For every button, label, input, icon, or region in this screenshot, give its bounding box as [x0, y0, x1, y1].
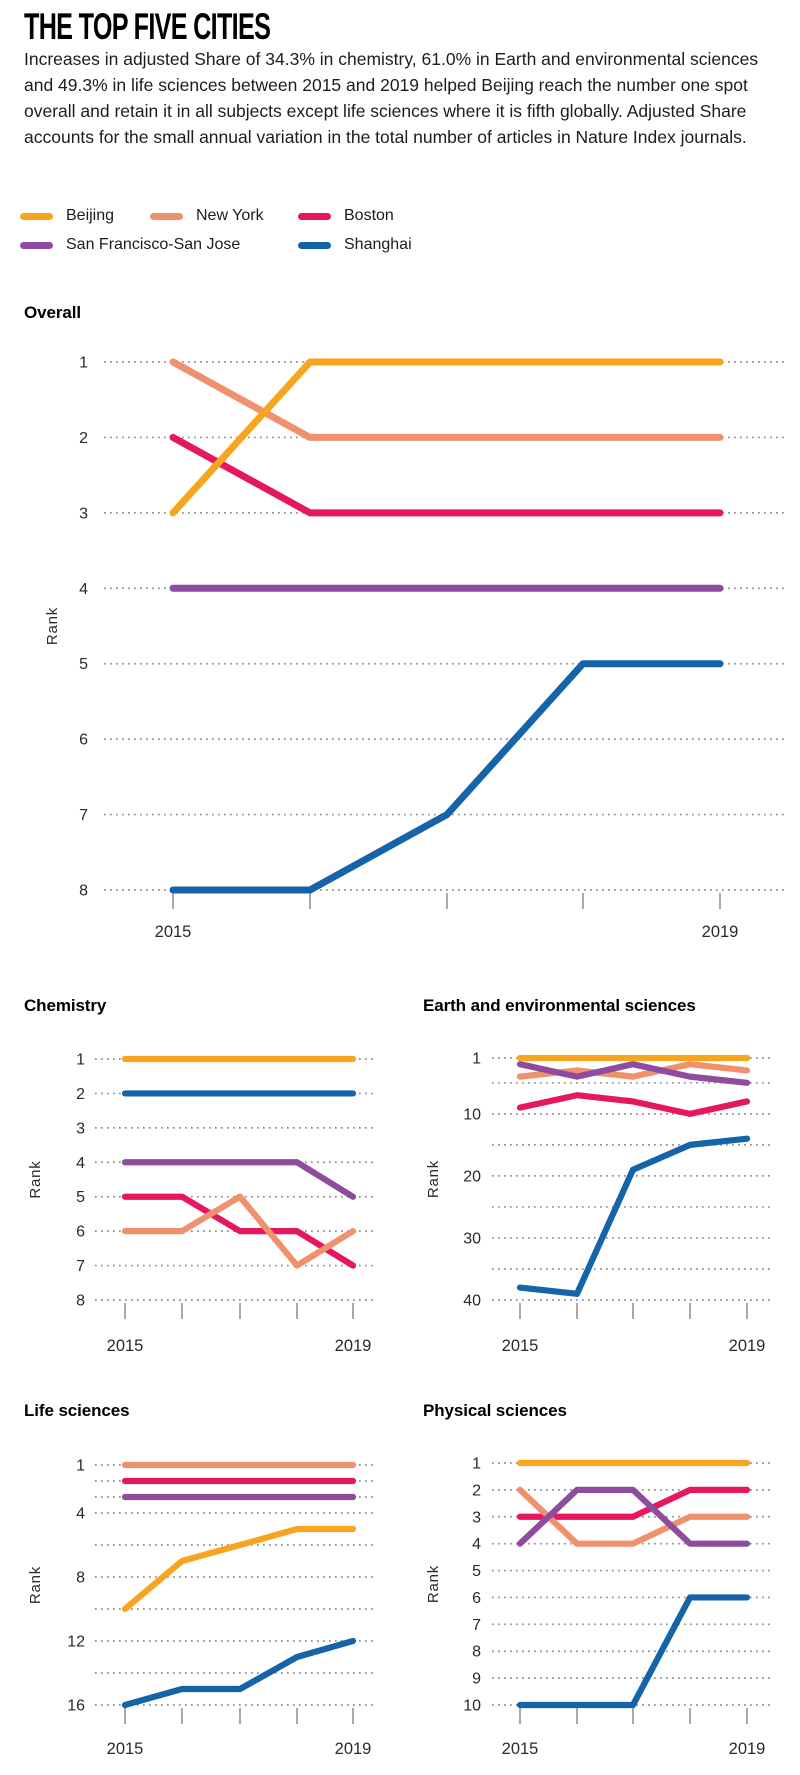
- earth-chart: 1 10 20 30 40 2015 2019 Rank: [425, 1051, 772, 1355]
- series-line-beijing: [169, 358, 724, 517]
- y-tick-label: 40: [463, 1293, 481, 1310]
- chart-title-earth: Earth and environmental sciences: [423, 996, 696, 1015]
- legend-swatch-icon: [20, 241, 53, 249]
- y-axis-label: Rank: [44, 607, 61, 645]
- series-line-boston: [516, 1092, 751, 1117]
- legend-swatch-icon: [298, 241, 331, 249]
- y-tick-label: 2: [79, 430, 88, 447]
- chart-title-overall: Overall: [24, 303, 81, 322]
- legend-label: Shanghai: [344, 236, 412, 253]
- x-tick-label: 2019: [729, 1337, 766, 1355]
- y-tick-label: 30: [463, 1230, 481, 1247]
- y-tick-label: 6: [79, 732, 88, 749]
- y-tick-label: 7: [76, 1258, 85, 1275]
- y-tick-label: 5: [79, 656, 88, 673]
- y-tick-label: 1: [76, 1052, 85, 1069]
- legend-swatch-icon: [298, 212, 331, 220]
- y-axis-label: Rank: [425, 1565, 442, 1603]
- legend-item-beijing: Beijing: [20, 207, 115, 224]
- y-tick-label: 16: [67, 1698, 85, 1715]
- legend-swatch-icon: [150, 212, 183, 220]
- legend-item-san-francisco-san-jose: San Francisco-San Jose: [20, 236, 241, 253]
- legend-item-shanghai: Shanghai: [298, 236, 412, 253]
- y-tick-label: 1: [79, 355, 88, 372]
- y-axis-label: Rank: [27, 1160, 44, 1198]
- y-tick-label: 12: [67, 1634, 85, 1651]
- series-line-beijing: [121, 1525, 357, 1613]
- series-line-shanghai: [121, 1637, 357, 1709]
- physical-chart: 1 2 3 4 5 6 7 8 9 10 2015 2019 Rank: [425, 1456, 772, 1758]
- y-tick-label: 2: [472, 1482, 481, 1499]
- legend-swatch-icon: [20, 212, 53, 220]
- y-tick-label: 1: [472, 1456, 481, 1473]
- y-tick-label: 4: [79, 581, 88, 598]
- x-tick-label: 2015: [107, 1740, 144, 1758]
- series-line-shanghai: [516, 1135, 751, 1297]
- y-tick-label: 4: [76, 1155, 85, 1172]
- y-tick-label: 3: [76, 1120, 85, 1137]
- y-tick-label: 10: [463, 1698, 481, 1715]
- series-line-shanghai: [516, 1594, 751, 1709]
- x-tick-label: 2019: [729, 1740, 766, 1758]
- chart-title-life: Life sciences: [24, 1401, 130, 1420]
- legend-item-boston: Boston: [298, 207, 394, 224]
- series-line-new-york: [121, 1193, 357, 1269]
- y-tick-label: 5: [472, 1563, 481, 1580]
- x-tick-label: 2015: [502, 1740, 539, 1758]
- y-axis-label: Rank: [27, 1566, 44, 1604]
- y-tick-label: 3: [79, 505, 88, 522]
- x-tick-label: 2019: [335, 1337, 372, 1355]
- chart-title-chemistry: Chemistry: [24, 996, 107, 1015]
- series-line-boston: [169, 433, 724, 517]
- y-tick-label: 4: [472, 1536, 481, 1553]
- y-tick-label: 2: [76, 1086, 85, 1103]
- y-tick-label: 9: [472, 1671, 481, 1688]
- legend-item-new-york: New York: [150, 207, 264, 224]
- series-line-new-york: [516, 1486, 751, 1547]
- x-tick-label: 2015: [155, 923, 192, 941]
- x-tick-label: 2019: [335, 1740, 372, 1758]
- x-tick-label: 2019: [702, 923, 739, 941]
- series-line-shanghai: [169, 660, 724, 894]
- y-tick-label: 1: [76, 1458, 85, 1475]
- y-tick-label: 7: [472, 1617, 481, 1634]
- y-tick-label: 8: [76, 1570, 85, 1587]
- legend-label: New York: [196, 207, 264, 224]
- y-tick-label: 4: [76, 1506, 85, 1523]
- y-tick-label: 20: [463, 1168, 481, 1185]
- y-tick-label: 5: [76, 1189, 85, 1206]
- y-tick-label: 1: [472, 1051, 481, 1068]
- overall-chart: 1 2 3 4 5 6 7 8 2015 2019 Rank: [44, 355, 784, 941]
- life-chart: 1 4 8 12 16 2015 2019 Rank: [27, 1458, 375, 1758]
- y-tick-label: 6: [472, 1590, 481, 1607]
- series-line-san-francisco-san-jose: [516, 1486, 751, 1547]
- legend-label: Beijing: [66, 207, 115, 224]
- y-tick-label: 3: [472, 1509, 481, 1526]
- y-axis-label: Rank: [425, 1160, 442, 1198]
- series-line-boston: [516, 1486, 751, 1520]
- series-line-san-francisco-san-jose: [516, 1061, 751, 1086]
- y-tick-label: 10: [463, 1106, 481, 1123]
- series-line-san-francisco-san-jose: [121, 1159, 357, 1200]
- series-line-boston: [121, 1193, 357, 1269]
- y-tick-label: 6: [76, 1224, 85, 1241]
- chemistry-chart: 1 2 3 4 5 6 7 8 2015 2019 Rank: [27, 1052, 375, 1355]
- y-tick-label: 7: [79, 807, 88, 824]
- legend-label: Boston: [344, 207, 394, 224]
- y-tick-label: 8: [472, 1644, 481, 1661]
- legend-label: San Francisco-San Jose: [66, 236, 241, 253]
- page-title: THE TOP FIVE CITIES: [24, 6, 271, 47]
- x-tick-label: 2015: [502, 1337, 539, 1355]
- chart-title-physical: Physical sciences: [423, 1401, 567, 1420]
- y-tick-label: 8: [76, 1293, 85, 1310]
- intro-paragraph: Increases in adjusted Share of 34.3% in …: [24, 49, 759, 147]
- y-tick-label: 8: [79, 883, 88, 900]
- x-tick-label: 2015: [107, 1337, 144, 1355]
